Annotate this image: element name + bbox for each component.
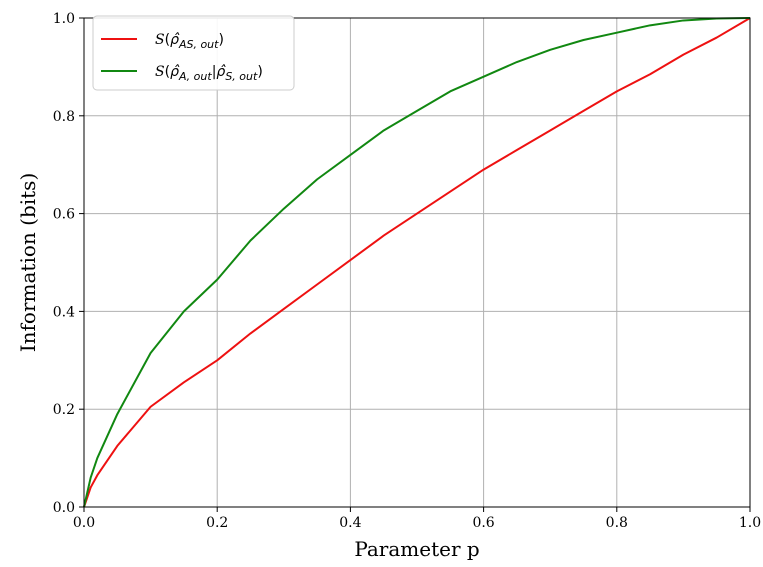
x-tick-label: 1.0 [739, 515, 761, 531]
series-line-1 [83, 17, 751, 508]
series-line-0 [83, 17, 751, 508]
x-tick-label: 0.4 [339, 515, 361, 531]
x-tick-label: 0.6 [472, 515, 494, 531]
ticks: 0.0 0.2 0.4 0.6 0.8 1.0 0.0 0.2 0.4 0.6 0.8 1.0 [53, 11, 761, 531]
x-tick-label: 0.0 [73, 515, 95, 531]
y-tick-label: 1.0 [53, 11, 75, 27]
y-tick-label: 0.0 [53, 500, 75, 516]
y-tick-label: 0.2 [53, 402, 75, 418]
x-tick-label: 0.8 [606, 515, 628, 531]
legend-box [92, 15, 295, 91]
y-tick-label: 0.6 [53, 207, 75, 223]
x-axis-title: Parameter p [354, 537, 479, 561]
y-tick-label: 0.8 [53, 109, 75, 125]
legend-label-0: S(ρ̂AS, out) [155, 32, 224, 51]
plot-frame [83, 17, 751, 508]
y-axis-title: Information (bits) [16, 173, 40, 353]
series-group [83, 17, 751, 508]
grid [83, 17, 751, 508]
y-tick-label: 0.4 [53, 304, 75, 320]
legend: S(ρ̂AS, out) S(ρ̂A, out|ρ̂S, out) [92, 15, 295, 91]
x-tick-label: 0.2 [206, 515, 228, 531]
